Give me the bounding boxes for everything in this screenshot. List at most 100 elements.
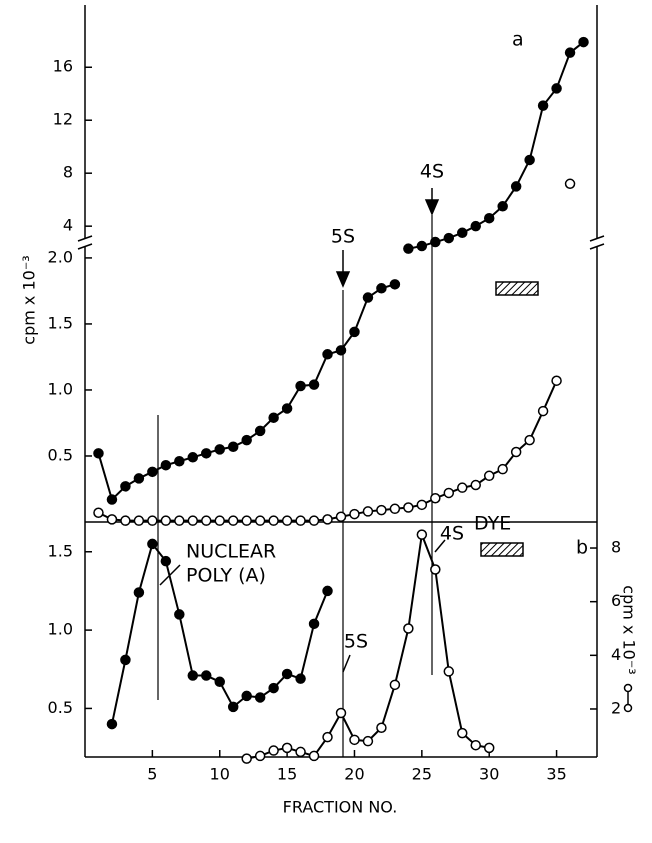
data-point (457, 227, 468, 239)
data-point (201, 448, 212, 459)
data-point (524, 154, 535, 166)
data-point (470, 220, 481, 232)
data-point (147, 515, 158, 526)
data-point (322, 585, 333, 597)
data-point (430, 492, 441, 504)
data-point (551, 83, 562, 94)
data-point (551, 375, 562, 386)
data-point (187, 452, 199, 463)
data-point (241, 515, 252, 526)
data-point (201, 670, 212, 681)
y2-tick-label: 8 (611, 538, 621, 557)
data-point (403, 243, 414, 254)
data-point (362, 506, 374, 517)
data-point (120, 515, 131, 526)
data-point (227, 701, 239, 713)
data-point (160, 459, 172, 471)
data-point (335, 345, 347, 356)
data-point (483, 742, 495, 754)
y-tick-label: 1.0 (48, 620, 73, 639)
data-point (174, 609, 185, 620)
y-tick-label: 0.5 (48, 445, 73, 464)
data-point (254, 750, 266, 762)
x-tick-label: 30 (479, 765, 499, 784)
data-point (349, 326, 360, 338)
data-point (295, 515, 306, 526)
data-point (281, 668, 293, 680)
y-tick-label: 8 (63, 163, 73, 182)
data-point (214, 515, 225, 526)
y-tick-label: 0.5 (48, 698, 73, 717)
x-tick-label: 25 (412, 765, 432, 784)
y-tick-label: 1.0 (48, 379, 73, 398)
x-axis-label: FRACTION NO. (283, 798, 398, 817)
data-point (133, 473, 145, 484)
y2-tick-label: 4 (611, 645, 621, 664)
y-tick-label: 1.5 (48, 541, 73, 560)
annotation: NUCLEAR (186, 541, 276, 563)
annotation: POLY (A) (186, 565, 266, 587)
y2-tick-label: 2 (611, 698, 621, 717)
data-point (564, 178, 576, 190)
data-point (160, 555, 172, 567)
data-point (308, 750, 320, 762)
data-point (214, 444, 225, 455)
data-point (241, 434, 252, 446)
series-line (98, 380, 558, 522)
data-point (470, 739, 481, 751)
data-point (254, 515, 266, 526)
data-point (187, 515, 199, 526)
data-point (389, 279, 401, 290)
data-point (106, 718, 118, 730)
y-tick-label: 4 (63, 216, 73, 235)
data-point (416, 240, 428, 252)
data-point (497, 201, 508, 212)
data-point (308, 379, 320, 390)
data-point (578, 36, 589, 48)
data-point (349, 734, 360, 746)
y-tick-label: 16 (53, 57, 73, 76)
data-point (241, 753, 252, 764)
x-tick-label: 35 (546, 765, 566, 784)
series-line (408, 41, 585, 250)
data-point (120, 481, 131, 492)
data-point (322, 731, 333, 743)
data-point (430, 236, 441, 248)
data-point (457, 727, 468, 739)
data-point (483, 212, 495, 224)
data-point (537, 405, 549, 417)
panel-label: a (512, 29, 524, 51)
data-point (106, 514, 118, 525)
data-point (349, 508, 360, 520)
data-point (295, 380, 306, 392)
data-point (106, 494, 118, 505)
annotation: DYE (474, 513, 511, 535)
x-tick-label: 5 (147, 765, 157, 784)
data-point (174, 456, 185, 467)
annotation: 4S (420, 161, 444, 183)
data-point (362, 735, 374, 747)
data-point (268, 412, 279, 423)
x-tick-label: 15 (277, 765, 297, 784)
annotation: 4S (440, 523, 464, 545)
data-point (93, 507, 104, 519)
data-point (133, 515, 145, 526)
data-point (335, 511, 347, 522)
annotation: 5S (344, 631, 368, 653)
series-line (97, 283, 396, 502)
data-point (295, 746, 306, 758)
data-point (416, 499, 428, 511)
data-point (564, 47, 576, 58)
data-point (483, 470, 495, 482)
y-tick-label: 12 (53, 110, 73, 129)
x-tick-label: 20 (344, 765, 364, 784)
data-point (443, 666, 455, 677)
data-point (227, 441, 239, 452)
data-point (403, 623, 414, 634)
data-point (457, 482, 468, 493)
data-point (416, 529, 428, 540)
y2-axis-label: cpm x 10⁻³ (620, 585, 639, 674)
data-point (403, 502, 414, 513)
data-point (214, 676, 225, 688)
